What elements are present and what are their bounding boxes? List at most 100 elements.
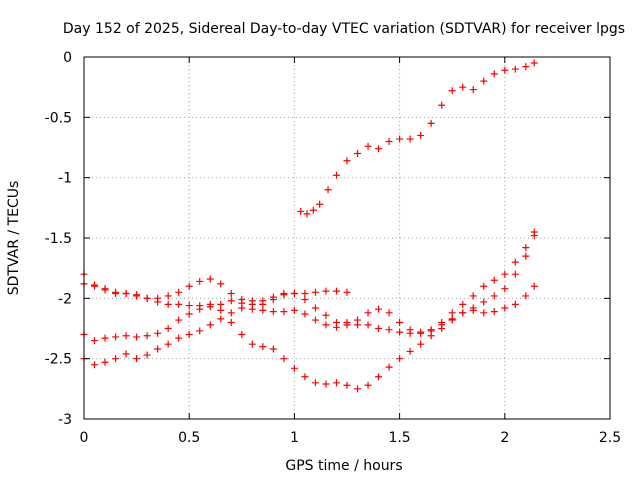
data-point: [91, 282, 99, 290]
data-point: [406, 135, 414, 143]
data-point: [297, 207, 305, 215]
data-point: [511, 258, 519, 266]
data-point: [332, 318, 340, 326]
data-point: [406, 347, 414, 355]
data-point: [427, 119, 435, 127]
data-point: [322, 311, 330, 319]
y-axis-label: SDTVAR / TECUs: [6, 181, 22, 296]
data-point: [238, 331, 246, 339]
data-point: [217, 315, 225, 323]
data-point: [385, 326, 393, 334]
x-tick-label: 1: [290, 430, 299, 446]
data-point: [322, 380, 330, 388]
data-point: [122, 350, 130, 358]
data-point: [143, 351, 151, 359]
axis-ticks: 0 0.5 1 1.5 2 2.5 0 -0.5 -1 -1.5 -2 -2.5 -3: [45, 50, 621, 446]
data-point: [133, 333, 141, 341]
data-point: [303, 210, 311, 218]
data-point: [164, 292, 172, 300]
x-axis-label: GPS time / hours: [285, 458, 402, 474]
data-point: [364, 309, 372, 317]
x-tick-label: 2: [500, 430, 509, 446]
data-point: [122, 332, 130, 340]
data-point: [417, 131, 425, 139]
x-tick-label: 0.5: [178, 430, 200, 446]
data-point: [511, 65, 519, 73]
y-tick-label: -2: [58, 291, 72, 307]
data-point: [396, 355, 404, 363]
series-track-a: [80, 287, 351, 369]
data-point: [91, 361, 99, 369]
data-point: [375, 305, 383, 313]
data-point: [332, 379, 340, 387]
data-point: [238, 296, 246, 304]
data-point: [227, 318, 235, 326]
data-point: [175, 288, 183, 296]
data-series: [80, 59, 538, 393]
data-point: [364, 142, 372, 150]
data-point: [396, 318, 404, 326]
data-point: [175, 316, 183, 324]
data-point: [185, 282, 193, 290]
data-point: [448, 87, 456, 95]
data-point: [311, 316, 319, 324]
y-tick-label: -0.5: [45, 110, 72, 126]
data-point: [248, 305, 256, 313]
data-point: [354, 150, 362, 158]
data-point: [227, 290, 235, 298]
data-point: [480, 298, 488, 306]
data-point: [185, 302, 193, 310]
y-tick-label: -1.5: [45, 231, 72, 247]
data-point: [522, 244, 530, 252]
data-point: [280, 291, 288, 299]
data-point: [206, 300, 214, 308]
data-point: [154, 345, 162, 353]
data-point: [480, 77, 488, 85]
data-point: [101, 334, 109, 342]
data-point: [280, 308, 288, 316]
series-track-c: [80, 228, 538, 393]
data-point: [332, 171, 340, 179]
data-point: [196, 277, 204, 285]
data-point: [501, 285, 509, 293]
data-point: [438, 325, 446, 332]
x-tick-label: 2.5: [599, 430, 621, 446]
data-point: [112, 355, 120, 363]
data-point: [164, 340, 172, 348]
data-point: [530, 282, 538, 290]
data-point: [490, 308, 498, 316]
data-point: [164, 325, 172, 332]
data-point: [417, 340, 425, 348]
data-point: [490, 292, 498, 300]
data-point: [196, 327, 204, 335]
data-point: [459, 300, 467, 308]
data-point: [259, 343, 267, 351]
data-point: [343, 288, 351, 296]
data-point: [354, 385, 362, 393]
data-point: [469, 304, 477, 312]
data-point: [185, 310, 193, 318]
data-point: [385, 309, 393, 317]
y-tick-label: -2.5: [45, 352, 72, 368]
chart-title: Day 152 of 2025, Sidereal Day-to-day VTE…: [63, 21, 625, 37]
data-point: [375, 373, 383, 381]
data-point: [269, 345, 277, 353]
data-point: [480, 282, 488, 290]
data-point: [469, 86, 477, 94]
data-point: [227, 297, 235, 305]
data-point: [459, 83, 467, 91]
data-point: [316, 200, 324, 208]
data-point: [343, 318, 351, 326]
data-point: [309, 206, 317, 214]
data-point: [143, 332, 151, 340]
data-point: [122, 290, 130, 298]
y-tick-label: -1: [58, 171, 72, 187]
data-point: [448, 309, 456, 317]
data-point: [259, 306, 267, 314]
data-point: [530, 59, 538, 67]
data-point: [290, 290, 298, 298]
data-point: [175, 334, 183, 342]
data-point: [501, 304, 509, 312]
data-point: [427, 327, 435, 335]
